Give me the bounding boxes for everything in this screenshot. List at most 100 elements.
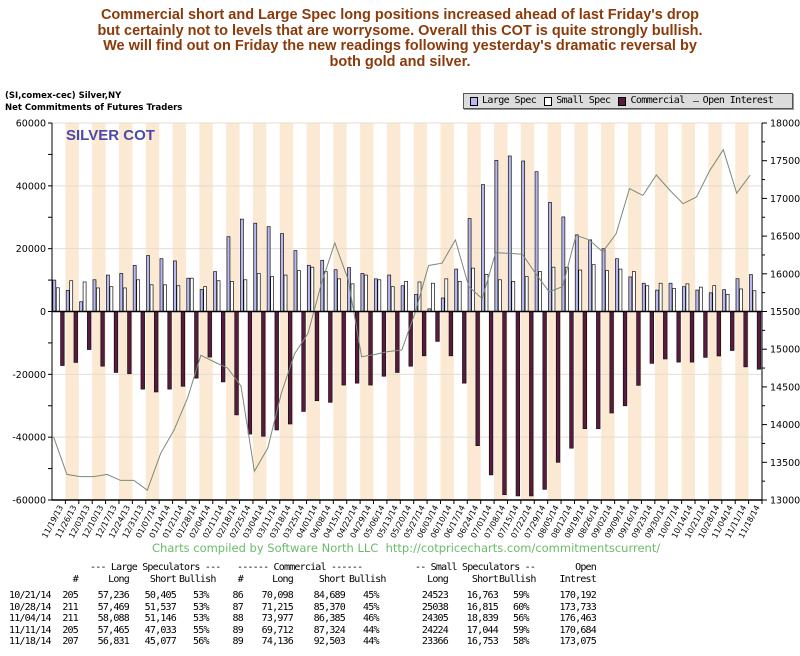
- y2-tick-label: 135000: [770, 458, 800, 469]
- large-spec-bar: [387, 274, 392, 312]
- commercial-bar: [261, 311, 266, 437]
- small-spec-bar: [431, 282, 435, 312]
- commercial-bar: [395, 311, 400, 373]
- large-spec-bar: [655, 289, 659, 312]
- y-tick-label: -60000: [12, 496, 46, 507]
- small-spec-bar: [631, 271, 636, 312]
- small-spec-bar: [283, 274, 288, 312]
- y-tick-label: -20000: [12, 370, 46, 381]
- cell-s-bull: 60%: [513, 601, 529, 613]
- small-spec-bar: [618, 268, 623, 312]
- large-spec-bar: [628, 276, 633, 312]
- small-spec-bar: [377, 279, 382, 312]
- large-spec-bar: [454, 268, 459, 312]
- small-spec-bar: [498, 279, 502, 312]
- commercial-bar: [221, 311, 226, 383]
- cell-ls-bull: 53%: [193, 601, 209, 613]
- commercial-bar: [756, 311, 762, 370]
- y2-tick-label: 165000: [770, 232, 800, 243]
- large-spec-bar: [641, 282, 646, 312]
- cell-ls-long: 57,469: [97, 601, 130, 613]
- commercial-bar: [154, 311, 159, 393]
- commercial-bar: [247, 311, 253, 435]
- small-spec-bar: [203, 286, 208, 312]
- small-spec-bar: [337, 278, 341, 312]
- market-name: (SI,comex-cec) Silver,NY: [5, 91, 122, 101]
- cell-s-short: 17,044: [466, 624, 499, 636]
- large-spec-bar: [306, 264, 311, 312]
- commercial-bar: [475, 311, 480, 446]
- large-spec-bar: [119, 273, 124, 312]
- group-header-commercial: ------ Commercial ------: [237, 562, 363, 573]
- cell-c-num: 88: [232, 613, 244, 625]
- cell-s-long: 23366: [421, 636, 449, 648]
- cell-s-long: 24305: [421, 613, 449, 625]
- small-spec-bar: [189, 277, 194, 312]
- large-spec-bar: [213, 271, 217, 312]
- y-tick-label: 60000: [16, 119, 46, 130]
- large-spec-bar: [106, 274, 110, 312]
- commercial-bar: [328, 311, 333, 403]
- cell-ls-short: 47,033: [144, 624, 177, 636]
- legend-label: Small Spec: [556, 95, 611, 106]
- large-spec-bar: [467, 218, 472, 312]
- large-spec-bar: [266, 226, 271, 312]
- commercial-bar: [435, 311, 440, 342]
- large-spec-bar: [159, 258, 164, 312]
- cell-ls-num: 207: [62, 636, 78, 648]
- large-spec-bar: [253, 222, 258, 312]
- small-spec-bar: [96, 287, 100, 312]
- small-spec-bar: [457, 280, 462, 312]
- column-header: Long: [108, 573, 130, 585]
- large-spec-bar: [735, 278, 740, 312]
- group-header-small-spec: -- Small Speculators --: [415, 562, 536, 573]
- column-header: Bullish: [349, 573, 386, 585]
- cot-chart: 60000 40000 20000 0 -20000 -40000 -60000 180000…: [12, 119, 800, 540]
- large-spec-bar: [561, 216, 566, 312]
- large-spec-bar: [749, 274, 753, 312]
- headline-line: both gold and silver.: [329, 53, 471, 70]
- y2-tick-label: 175000: [770, 156, 800, 167]
- large-spec-bar: [333, 269, 338, 312]
- small-spec-bar: [243, 279, 248, 312]
- commercial-bar: [368, 311, 373, 386]
- cell-c-num: 89: [232, 636, 244, 648]
- cell-ls-short: 51,146: [144, 613, 177, 625]
- large-spec-bar: [293, 250, 298, 312]
- large-spec-bar: [615, 258, 619, 312]
- column-header: Short: [149, 573, 177, 585]
- small-spec-bar: [444, 278, 449, 312]
- commercial-swatch-icon: [618, 96, 627, 106]
- legend-label: Large Spec: [482, 95, 537, 106]
- small-spec-bar: [230, 280, 234, 312]
- column-header: Bullish: [499, 573, 536, 585]
- cell-c-short: 86,385: [313, 613, 346, 625]
- cell-ls-long: 57,465: [97, 624, 130, 636]
- cell-c-long: 74,136: [261, 636, 294, 648]
- small-spec-bar: [136, 279, 141, 312]
- small-spec-bar: [390, 286, 395, 312]
- small-spec-bar: [216, 280, 221, 312]
- large-spec-bar: [226, 236, 231, 312]
- commercial-bar: [462, 311, 467, 384]
- small-spec-bar: [404, 280, 408, 312]
- small-spec-bar: [698, 286, 703, 312]
- large-spec-bar: [722, 289, 726, 312]
- commercial-bar: [100, 311, 105, 367]
- y2-tick-label: 130000: [770, 496, 800, 507]
- cell-ls-bull: 53%: [193, 613, 209, 625]
- group-header-open-interest: Open: [575, 562, 597, 573]
- cell-ls-bull: 53%: [193, 590, 209, 601]
- y2-tick-label: 145000: [770, 382, 800, 393]
- commercial-bar: [341, 311, 346, 386]
- commercial-bar: [555, 311, 561, 463]
- cell-s-short: 16,815: [466, 601, 499, 613]
- legend-label: Commercial: [630, 95, 685, 106]
- commercial-bar: [180, 311, 186, 387]
- cell-oi: 170,684: [559, 624, 596, 636]
- small-spec-bar: [69, 280, 74, 312]
- column-header: #: [237, 573, 244, 585]
- small-spec-bar: [672, 288, 676, 312]
- commercial-bar: [207, 311, 212, 358]
- cell-s-long: 25038: [421, 601, 449, 613]
